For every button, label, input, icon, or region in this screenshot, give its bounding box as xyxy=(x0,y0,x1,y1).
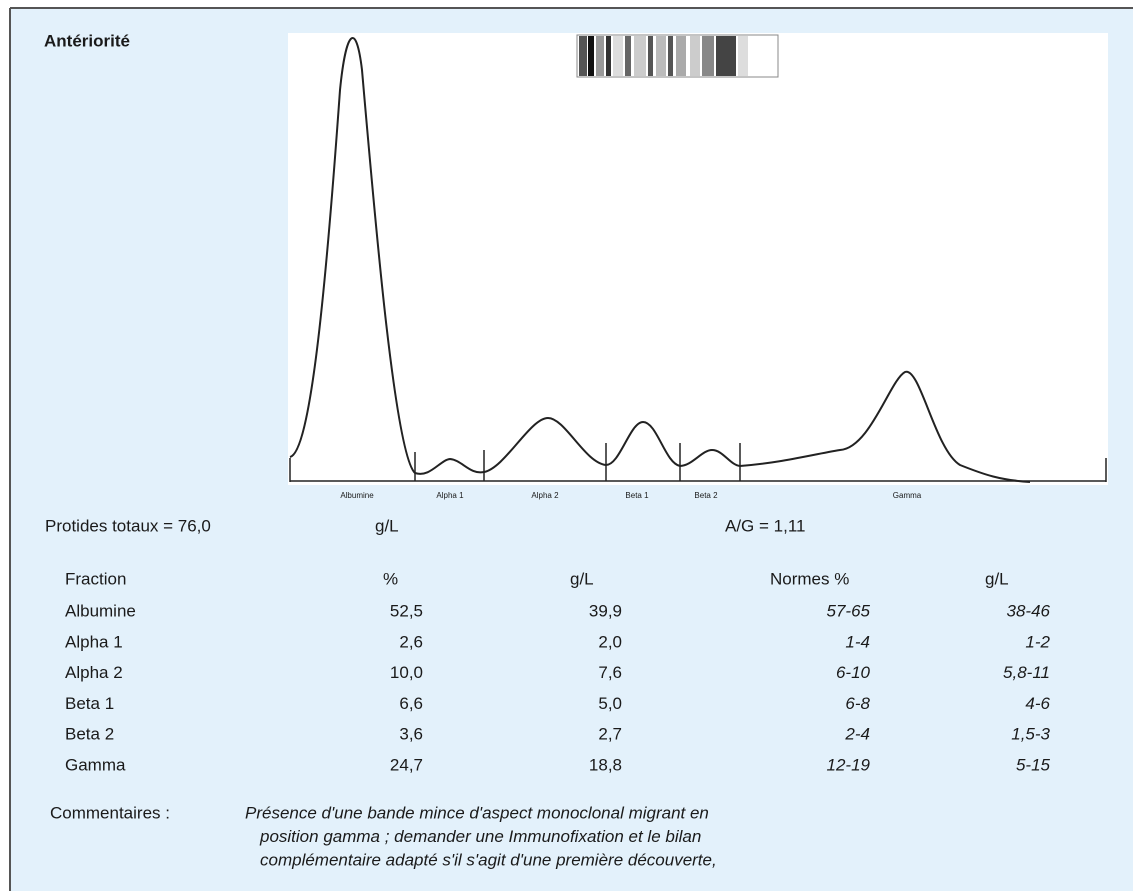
comment-line: Présence d'une bande mince d'aspect mono… xyxy=(245,803,709,822)
table-cell: 5,8-11 xyxy=(1003,663,1050,682)
fraction-label: Alpha 1 xyxy=(436,491,464,500)
table-cell: Beta 2 xyxy=(65,725,114,744)
table-cell: 38-46 xyxy=(1007,601,1051,620)
fraction-label: Beta 2 xyxy=(694,491,718,500)
table-cell: 5,0 xyxy=(598,694,622,713)
table-cell: Beta 1 xyxy=(65,694,114,713)
comment-line: position gamma ; demander une Immunofixa… xyxy=(259,827,701,846)
report: Antériorité Albumine Alpha 1 Alpha 2 Beta 1… xyxy=(0,0,1133,891)
table-cell: 6,6 xyxy=(399,694,423,713)
fraction-label: Albumine xyxy=(340,491,374,500)
densitogram-area xyxy=(288,33,1108,485)
table-cell: 2,6 xyxy=(399,632,423,651)
column-header: Normes % xyxy=(770,569,849,588)
table-cell: 39,9 xyxy=(589,601,622,620)
table-cell: 2,0 xyxy=(598,632,622,651)
table-cell: 1,5-3 xyxy=(1011,725,1050,744)
table-cell: Alpha 1 xyxy=(65,632,123,651)
table-cell: Alpha 2 xyxy=(65,663,123,682)
page: Antériorité Albumine Alpha 1 Alpha 2 Beta 1… xyxy=(0,0,1133,891)
total-unit: g/L xyxy=(375,516,399,535)
comment-line: complémentaire adapté s'il s'agit d'une … xyxy=(260,850,717,869)
fraction-label: Alpha 2 xyxy=(531,491,559,500)
column-header: g/L xyxy=(570,569,594,588)
table-cell: 2-4 xyxy=(844,725,870,744)
table-cell: 24,7 xyxy=(390,755,423,774)
table-cell: 1-2 xyxy=(1025,632,1050,651)
table-cell: 5-15 xyxy=(1016,755,1051,774)
table-cell: 6-10 xyxy=(836,663,871,682)
table-cell: 2,7 xyxy=(598,725,622,744)
table-cell: 18,8 xyxy=(589,755,622,774)
comments-label: Commentaires : xyxy=(50,803,170,822)
column-header: g/L xyxy=(985,569,1009,588)
table-cell: 12-19 xyxy=(827,755,871,774)
fraction-label: Gamma xyxy=(893,491,922,500)
table-cell: 1-4 xyxy=(845,632,870,651)
table-cell: 10,0 xyxy=(390,663,423,682)
table-cell: Albumine xyxy=(65,601,136,620)
table-cell: Gamma xyxy=(65,755,126,774)
table-cell: 57-65 xyxy=(827,601,871,620)
table-cell: 7,6 xyxy=(598,663,622,682)
table-cell: 3,6 xyxy=(399,725,423,744)
table-cell: 6-8 xyxy=(845,694,870,713)
column-header: % xyxy=(383,569,398,588)
table-cell: 52,5 xyxy=(390,601,423,620)
ag-ratio: A/G = 1,11 xyxy=(725,516,805,535)
table-cell: 4-6 xyxy=(1025,694,1050,713)
gel-strip xyxy=(577,35,778,77)
title: Antériorité xyxy=(44,31,130,50)
column-header: Fraction xyxy=(65,569,126,588)
fraction-label: Beta 1 xyxy=(625,491,649,500)
total-protein: Protides totaux = 76,0 xyxy=(45,516,211,535)
